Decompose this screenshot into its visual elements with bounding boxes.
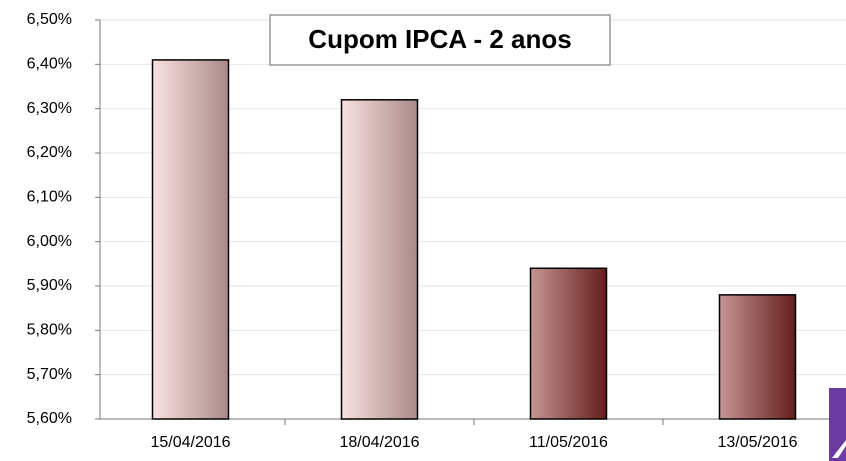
x-tick-label: 11/05/2016 bbox=[529, 434, 608, 451]
bar bbox=[718, 294, 797, 420]
bar bbox=[529, 267, 608, 420]
bar bbox=[340, 99, 419, 420]
y-tick-label: 5,80% bbox=[27, 322, 72, 339]
y-tick-label: 5,70% bbox=[27, 366, 72, 383]
y-tick-label: 5,90% bbox=[27, 277, 72, 294]
bar bbox=[151, 59, 230, 420]
x-tick-label: 13/05/2016 bbox=[717, 434, 797, 451]
y-tick-label: 6,40% bbox=[27, 56, 72, 73]
corner-decoration-arrow bbox=[832, 440, 846, 458]
title-box bbox=[269, 14, 611, 66]
y-tick-label: 6,30% bbox=[27, 100, 72, 117]
y-tick-label: 5,60% bbox=[27, 410, 72, 427]
chart-title: Cupom IPCA - 2 anos bbox=[308, 24, 571, 54]
y-tick-label: 6,10% bbox=[27, 189, 72, 206]
y-tick-label: 6,00% bbox=[27, 233, 72, 250]
y-tick-label: 6,50% bbox=[27, 11, 72, 28]
y-tick-label: 6,20% bbox=[27, 144, 72, 161]
corner-decoration bbox=[829, 388, 846, 461]
x-tick-label: 15/04/2016 bbox=[150, 434, 230, 451]
x-tick-label: 18/04/2016 bbox=[339, 434, 419, 451]
